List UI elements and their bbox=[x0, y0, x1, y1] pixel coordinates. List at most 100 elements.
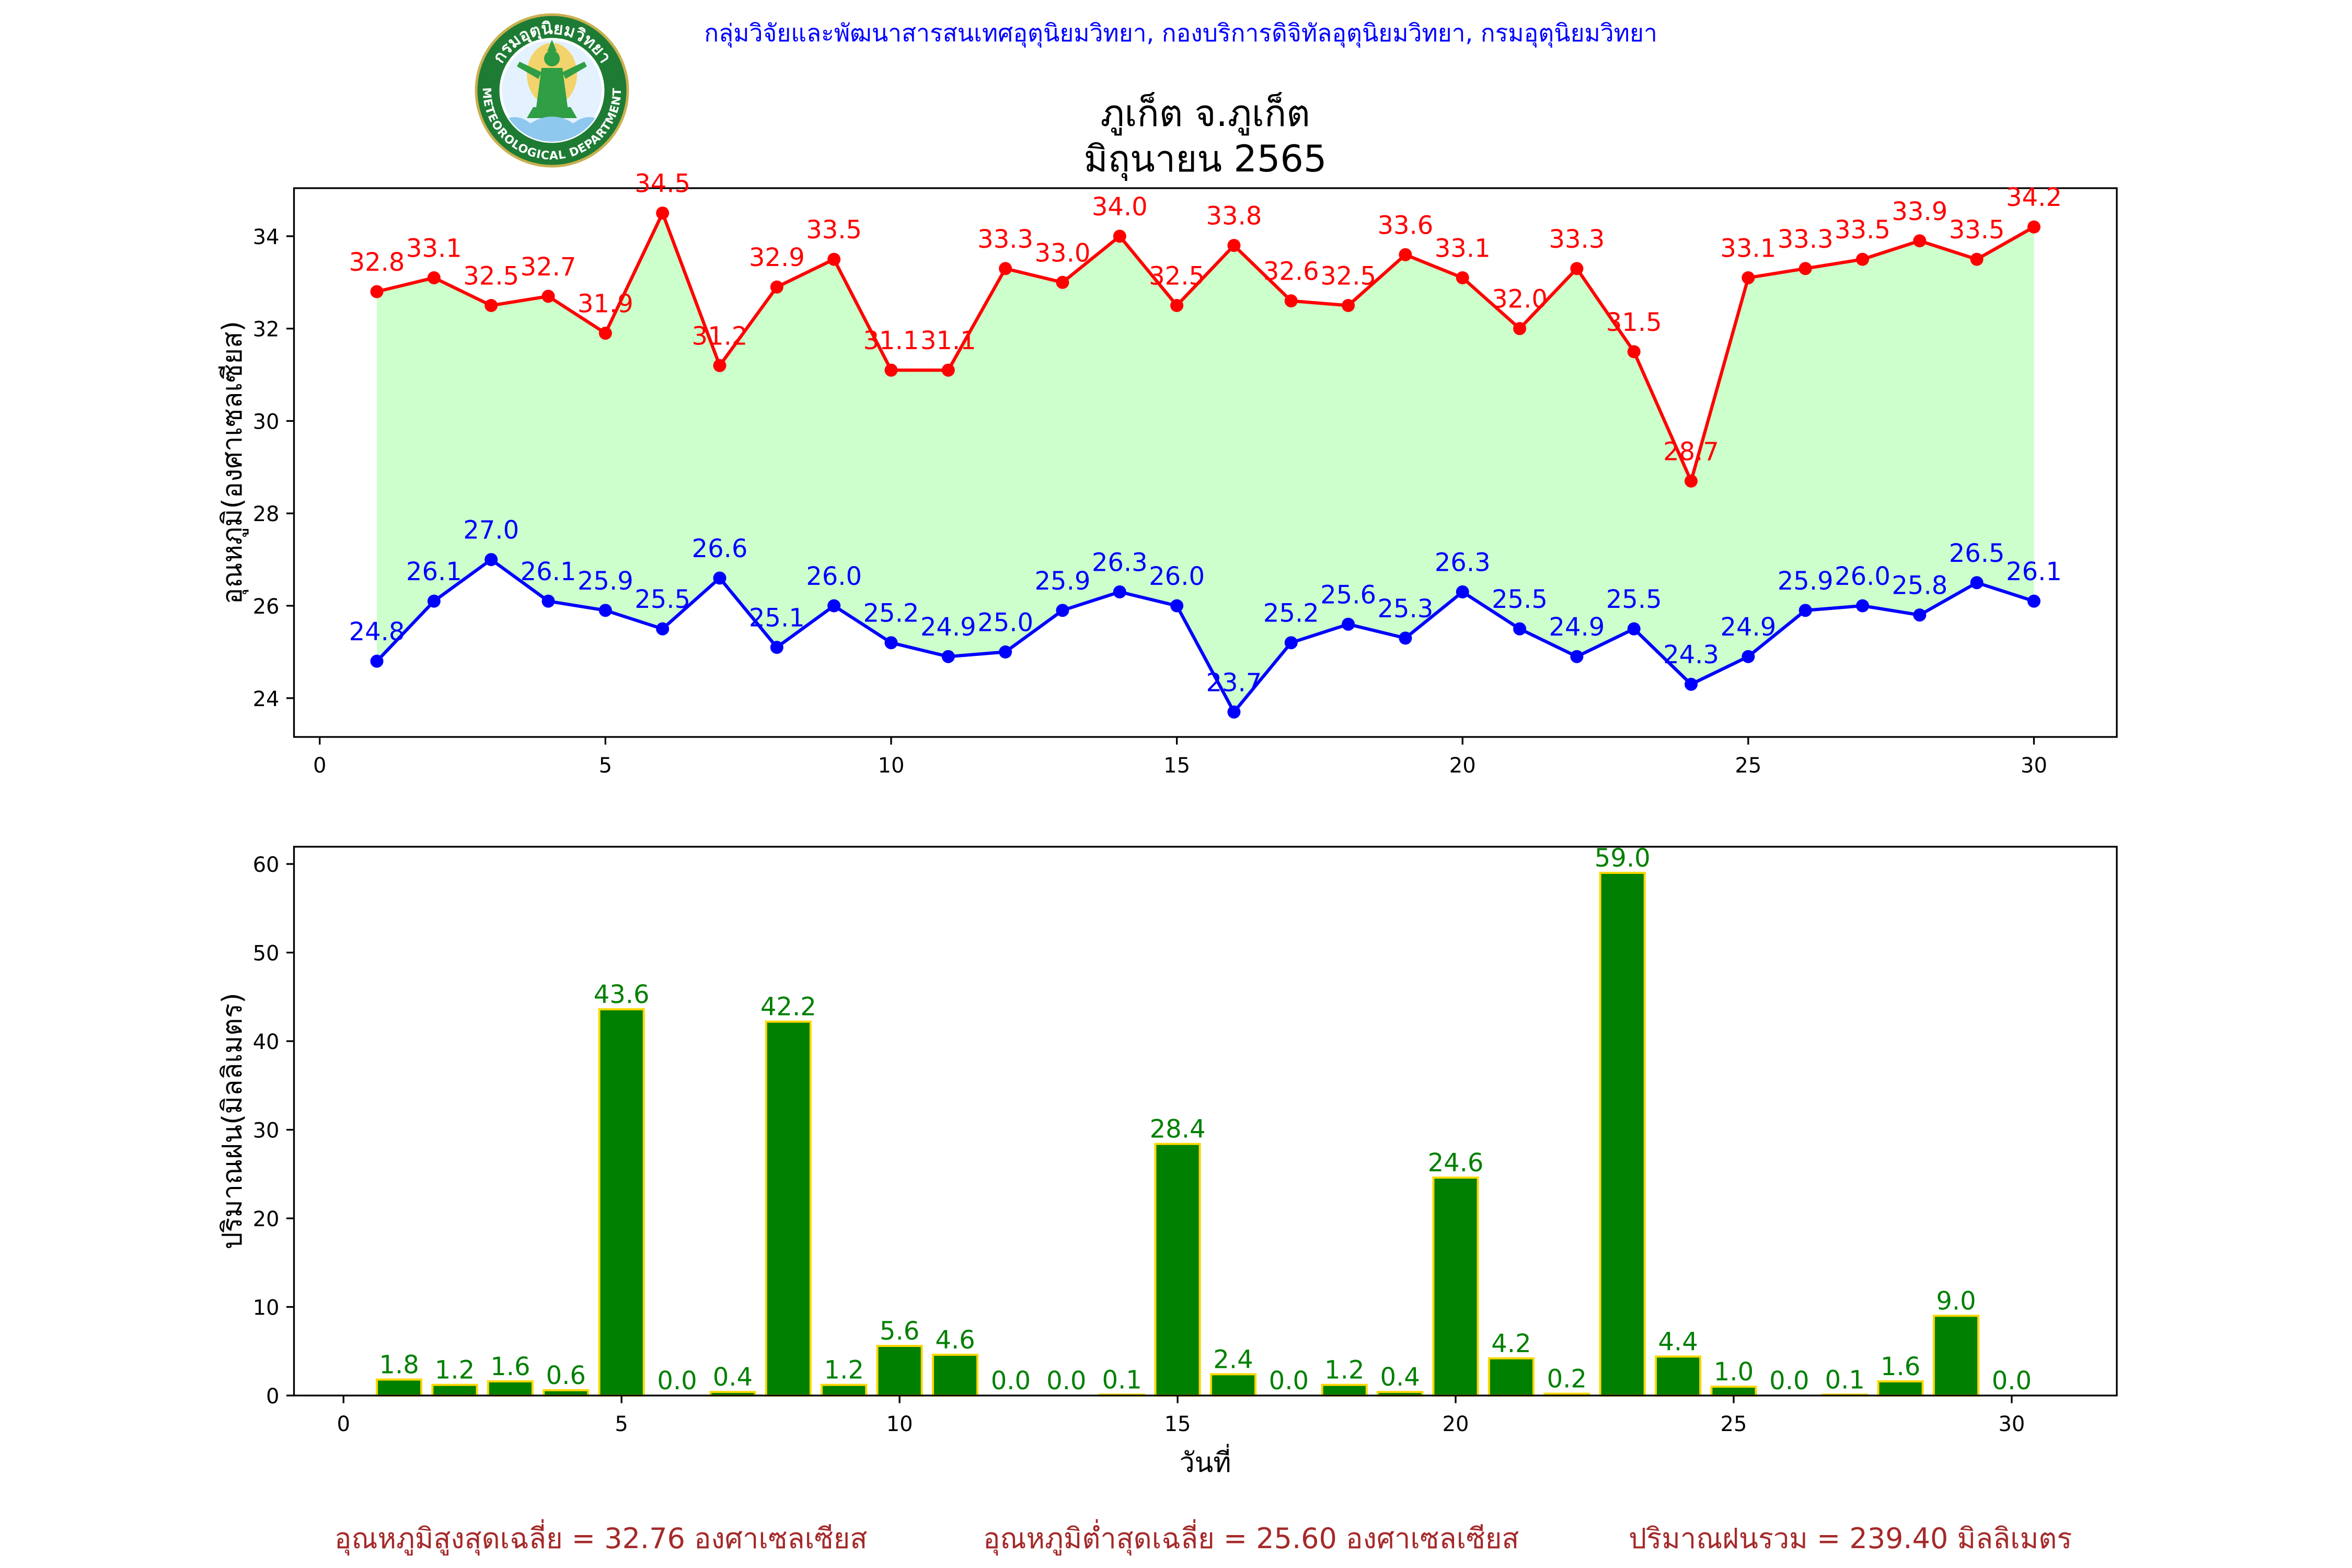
max-temp-value-label: 31.2 bbox=[692, 321, 748, 351]
temperature-x-tick-label: 20 bbox=[1449, 754, 1476, 778]
rain-bar bbox=[487, 1380, 534, 1397]
max-temp-value-label: 31.1 bbox=[920, 326, 976, 355]
rain-value-label: 0.4 bbox=[1380, 1363, 1420, 1392]
rain-x-tick-label: 5 bbox=[615, 1412, 628, 1436]
min-temp-line bbox=[375, 558, 2035, 714]
min-temp-point bbox=[485, 553, 498, 567]
max-temp-value-label: 33.3 bbox=[977, 225, 1033, 254]
min-temp-point bbox=[827, 599, 841, 613]
max-temp-value-label: 33.5 bbox=[1835, 215, 1890, 245]
min-temp-value-label: 26.1 bbox=[521, 557, 577, 586]
rainfall-y-axis-label: ปริมาณฝน(มิลลิเมตร) bbox=[217, 993, 248, 1249]
min-temp-point bbox=[1970, 576, 1984, 590]
max-temp-point bbox=[1742, 271, 1755, 284]
max-temp-point bbox=[370, 285, 384, 298]
max-temp-point bbox=[1913, 234, 1927, 248]
min-temp-point bbox=[1913, 608, 1927, 622]
min-temp-value-label: 25.9 bbox=[578, 567, 633, 596]
max-temp-value-label: 33.1 bbox=[1720, 234, 1776, 263]
rain-y-tick-label: 0 bbox=[266, 1385, 279, 1409]
min-temp-value-label: 25.3 bbox=[1377, 594, 1433, 624]
temperature-x-tick-label: 15 bbox=[1163, 754, 1190, 778]
rain-bar bbox=[1432, 1177, 1479, 1397]
rain-bar bbox=[1932, 1315, 1980, 1397]
rain-value-label: 0.6 bbox=[546, 1361, 586, 1390]
rain-x-tick-label: 10 bbox=[886, 1412, 913, 1436]
rain-value-label: 0.4 bbox=[713, 1363, 753, 1392]
rain-value-label: 0.0 bbox=[1769, 1366, 1809, 1396]
temperature-y-tick-label: 32 bbox=[253, 318, 280, 342]
temperature-axes-frame bbox=[293, 187, 2118, 738]
max-temp-value-label: 32.7 bbox=[521, 252, 577, 282]
max-temp-value-label: 33.3 bbox=[1549, 225, 1605, 254]
rain-x-tick-label: 30 bbox=[1998, 1412, 2025, 1436]
rain-bar bbox=[376, 1378, 423, 1397]
rain-value-label: 1.8 bbox=[379, 1350, 419, 1379]
max-temp-point bbox=[485, 298, 498, 312]
min-temp-point bbox=[541, 594, 555, 608]
rain-bar bbox=[1488, 1357, 1535, 1397]
min-temp-value-label: 26.0 bbox=[806, 562, 862, 591]
rain-bar bbox=[765, 1020, 812, 1397]
rainfall-axes-frame bbox=[293, 846, 2118, 1397]
max-temp-point bbox=[941, 363, 955, 377]
min-temp-point bbox=[1056, 604, 1069, 617]
min-temp-point bbox=[1170, 599, 1184, 613]
min-temp-value-label: 23.7 bbox=[1206, 668, 1262, 697]
max-temp-point bbox=[598, 327, 612, 340]
min-temp-value-label: 25.1 bbox=[749, 604, 805, 633]
max-temp-value-label: 31.1 bbox=[863, 326, 919, 355]
min-temp-value-label: 25.2 bbox=[863, 599, 919, 628]
max-temp-value-label: 32.5 bbox=[1149, 261, 1205, 291]
max-temp-value-label: 34.5 bbox=[635, 169, 690, 199]
max-temp-value-label: 31.5 bbox=[1606, 308, 1662, 337]
max-temp-point bbox=[1056, 275, 1069, 289]
max-temp-point bbox=[427, 271, 441, 284]
rain-bar bbox=[1877, 1380, 1924, 1397]
max-temp-value-label: 32.0 bbox=[1492, 285, 1548, 314]
rain-y-tick-label: 40 bbox=[253, 1030, 280, 1054]
rain-value-label: 1.2 bbox=[824, 1356, 864, 1385]
rain-bar bbox=[1599, 872, 1646, 1397]
max-temp-value-label: 34.0 bbox=[1092, 192, 1148, 222]
max-temp-point bbox=[1855, 252, 1869, 266]
max-temp-value-label: 32.8 bbox=[349, 248, 405, 277]
max-temp-point bbox=[1342, 298, 1355, 312]
max-temp-value-label: 33.0 bbox=[1034, 238, 1090, 268]
rain-x-tick-label: 20 bbox=[1443, 1412, 1469, 1436]
min-temp-point bbox=[656, 622, 670, 636]
rain-value-label: 0.1 bbox=[1102, 1365, 1142, 1394]
min-temp-value-label: 25.0 bbox=[977, 608, 1033, 637]
min-temp-value-label: 26.1 bbox=[2006, 557, 2062, 586]
max-temp-point bbox=[1227, 239, 1241, 252]
chart-title-line-2: มิถุนายน 2565 bbox=[1084, 137, 1327, 181]
max-temp-value-label: 32.6 bbox=[1263, 257, 1319, 286]
footer-average-max-temperature: อุณหภูมิสูงสุดเฉลี่ย = 32.76 องศาเซลเซีย… bbox=[335, 1519, 867, 1556]
rain-y-tick-label: 10 bbox=[253, 1296, 280, 1320]
max-temp-value-label: 32.5 bbox=[463, 261, 519, 291]
min-temp-value-label: 25.5 bbox=[635, 585, 690, 614]
rain-bar bbox=[1655, 1355, 1702, 1397]
tmd-logo: กรมอุตุนิยมวิทยา METEOROLOGICAL DEPARTME… bbox=[475, 13, 629, 168]
rain-value-label: 1.0 bbox=[1714, 1357, 1754, 1387]
rain-bar bbox=[821, 1383, 868, 1397]
min-temp-value-label: 25.5 bbox=[1492, 585, 1548, 614]
max-temp-point bbox=[770, 280, 783, 294]
min-temp-value-label: 26.0 bbox=[1835, 562, 1890, 591]
min-temp-value-label: 24.9 bbox=[920, 613, 976, 642]
rain-value-label: 28.4 bbox=[1150, 1115, 1206, 1144]
min-temp-point bbox=[941, 650, 955, 663]
rain-value-label: 1.2 bbox=[435, 1356, 475, 1385]
min-temp-value-label: 24.3 bbox=[1663, 640, 1719, 670]
min-temp-value-label: 25.9 bbox=[1778, 567, 1834, 596]
rain-value-label: 4.6 bbox=[935, 1325, 975, 1355]
rain-value-label: 5.6 bbox=[880, 1317, 919, 1346]
min-temp-value-label: 26.6 bbox=[692, 534, 748, 563]
min-temp-point bbox=[2027, 594, 2040, 608]
min-temp-value-label: 26.3 bbox=[1435, 548, 1491, 577]
max-temp-value-label: 32.5 bbox=[1320, 261, 1376, 291]
temperature-marks-layer bbox=[370, 206, 2040, 719]
temperature-y-tick-label: 26 bbox=[253, 595, 280, 619]
